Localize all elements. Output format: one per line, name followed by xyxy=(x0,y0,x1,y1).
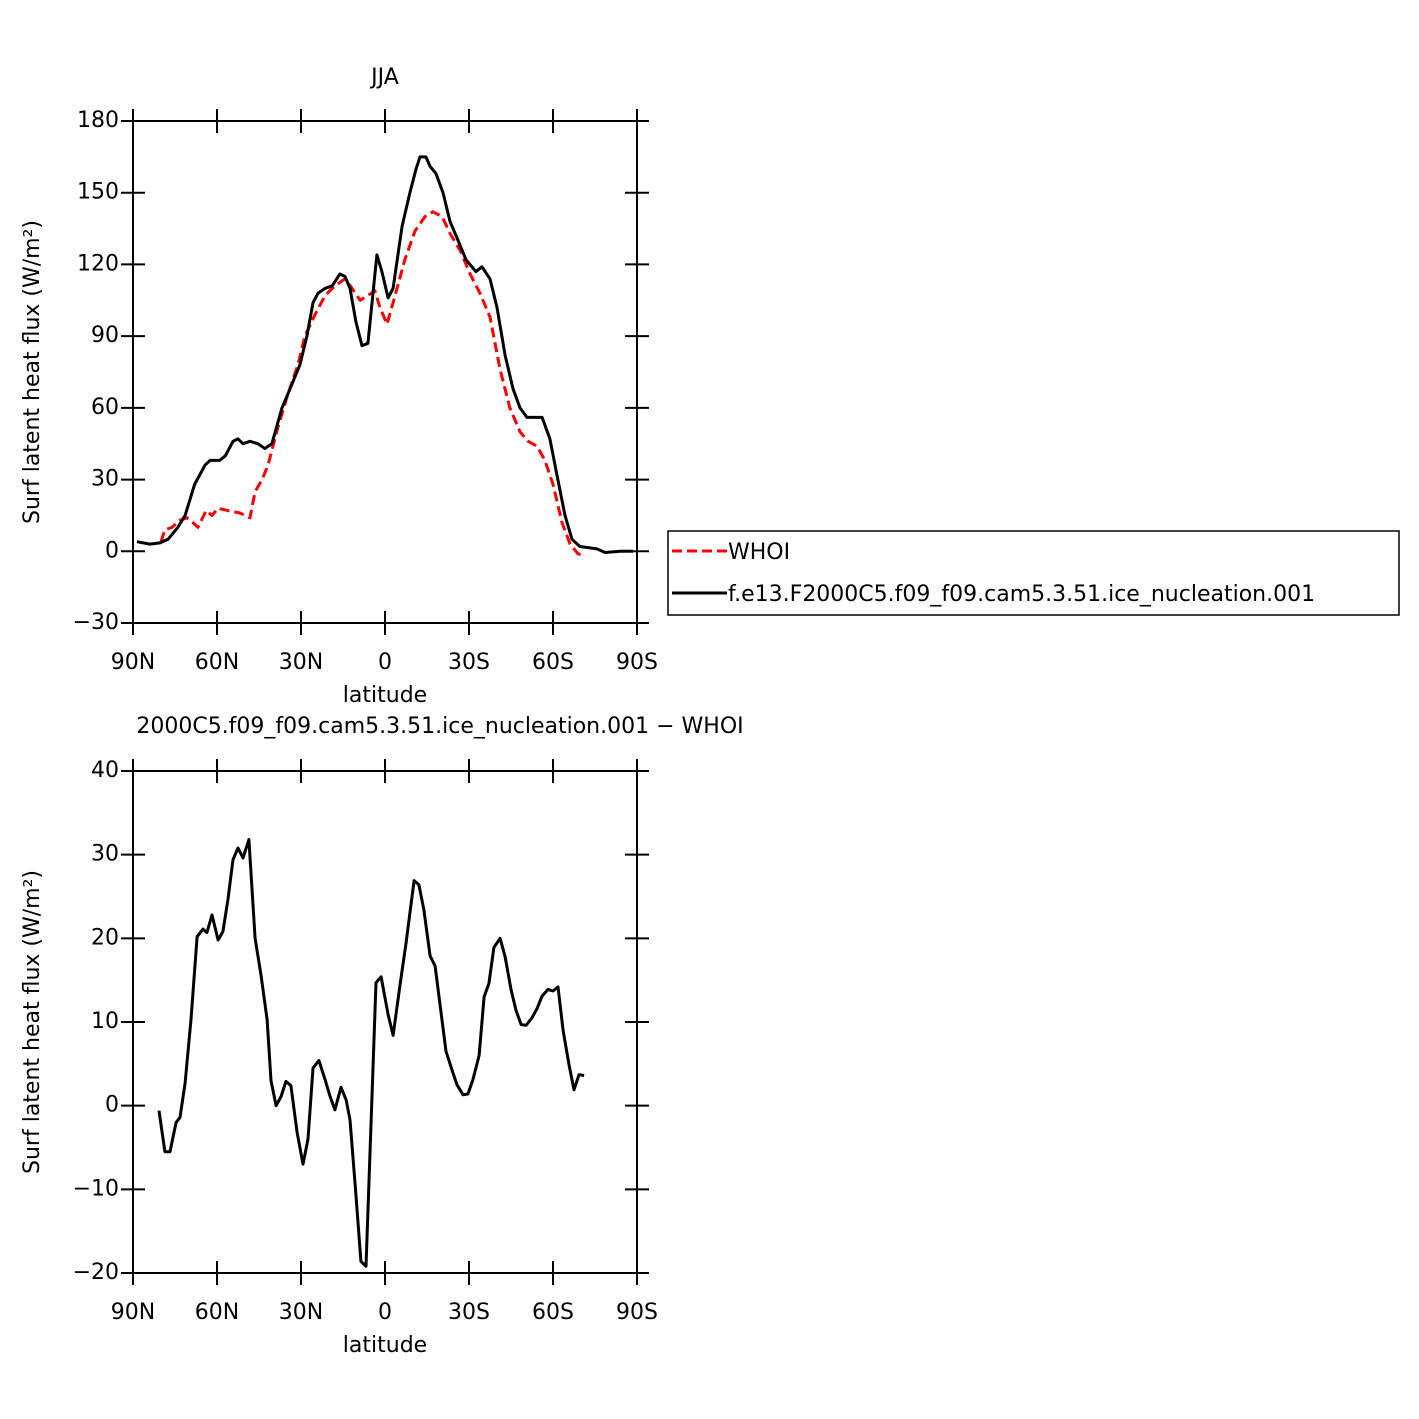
y-tick-label: 30 xyxy=(91,467,119,492)
x-tick-label: 30S xyxy=(448,1300,490,1325)
y-tick-label: −30 xyxy=(73,610,119,635)
y-tick-label: 30 xyxy=(91,842,119,867)
y-tick-label: 40 xyxy=(91,758,119,783)
legend-label: f.e13.F2000C5.f09_f09.cam5.3.51.ice_nucl… xyxy=(728,582,1315,607)
y-tick-label: −20 xyxy=(73,1260,119,1285)
chart-title: JJA xyxy=(369,65,399,90)
y-tick-label: 20 xyxy=(91,925,119,950)
y-tick-label: 150 xyxy=(77,180,119,205)
y-tick-label: 90 xyxy=(91,323,119,348)
y-tick-label: 0 xyxy=(105,1093,119,1118)
x-tick-label: 30N xyxy=(279,1300,323,1325)
x-tick-label: 60S xyxy=(532,1300,574,1325)
y-axis-label: Surf latent heat flux (W/m²) xyxy=(20,220,45,524)
series-line xyxy=(159,210,586,558)
legend-box xyxy=(667,530,1400,616)
x-tick-label: 0 xyxy=(378,1300,392,1325)
y-axis-label: Surf latent heat flux (W/m²) xyxy=(20,870,45,1174)
series-line xyxy=(157,838,585,1268)
x-tick-label: 0 xyxy=(378,650,392,675)
x-tick-label: 90S xyxy=(616,1300,658,1325)
x-tick-label: 30S xyxy=(448,650,490,675)
x-axis-label: latitude xyxy=(343,1333,427,1358)
y-tick-label: 0 xyxy=(105,538,119,563)
x-tick-label: 90S xyxy=(616,650,658,675)
y-tick-label: 10 xyxy=(91,1009,119,1034)
series-line xyxy=(136,155,634,554)
y-tick-label: 120 xyxy=(77,251,119,276)
plot-frame xyxy=(132,120,638,624)
y-tick-label: −10 xyxy=(73,1176,119,1201)
x-tick-label: 90N xyxy=(111,650,155,675)
x-tick-label: 60N xyxy=(195,1300,239,1325)
x-tick-label: 90N xyxy=(111,1300,155,1325)
x-axis-label: latitude xyxy=(343,683,427,708)
y-tick-label: 180 xyxy=(77,108,119,133)
x-tick-label: 60S xyxy=(532,650,574,675)
y-tick-label: 60 xyxy=(91,395,119,420)
legend-label: WHOI xyxy=(728,540,790,565)
x-tick-label: 30N xyxy=(279,650,323,675)
x-tick-label: 60N xyxy=(195,650,239,675)
plot-frame xyxy=(132,770,638,1274)
chart-title: 2000C5.f09_f09.cam5.3.51.ice_nucleation.… xyxy=(136,714,743,739)
